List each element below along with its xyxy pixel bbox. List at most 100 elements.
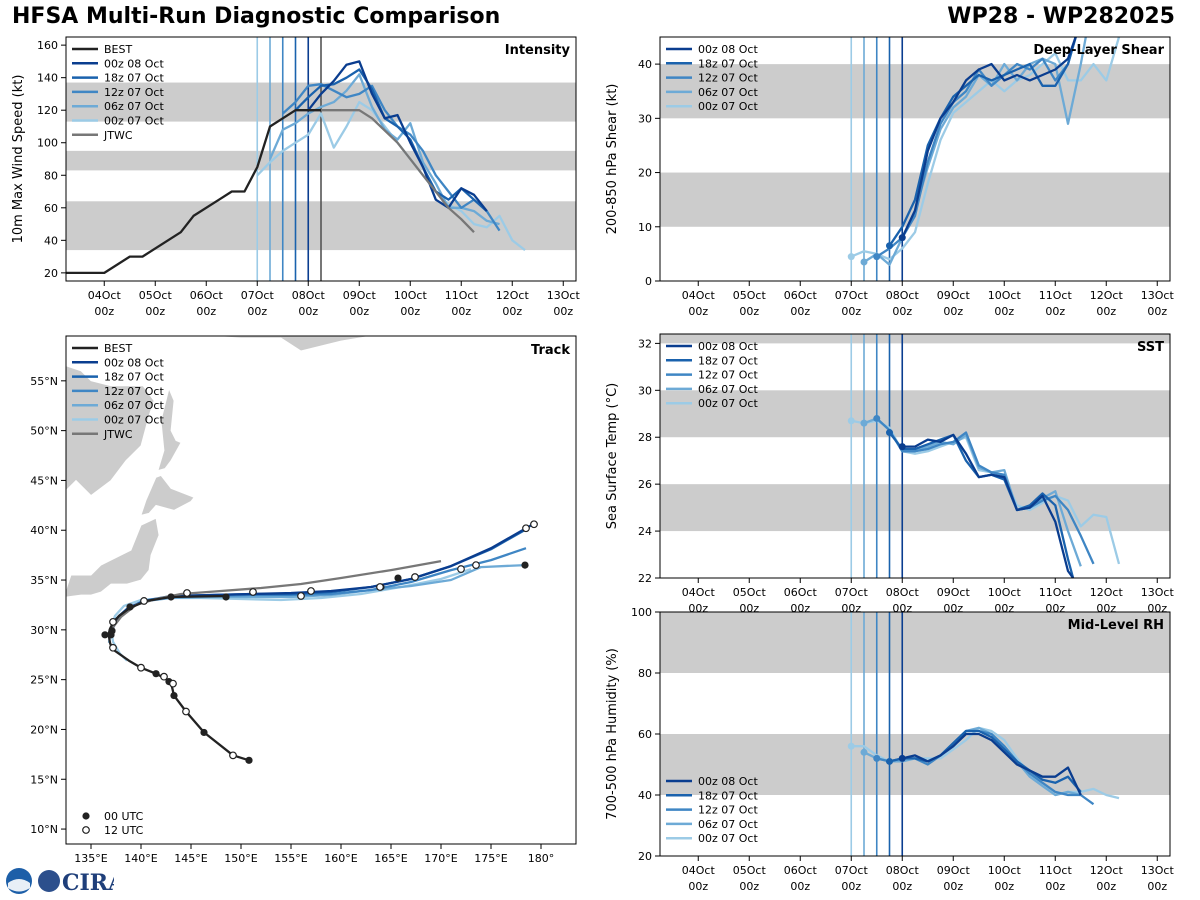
rh-chart: 20 40 60 80 100 04Oct 00z 05Oct 00z 06Oct 00z 07Oct… bbox=[605, 606, 1175, 893]
y-tick-label: 20°N bbox=[30, 723, 58, 736]
x-tick-label: 09Oct bbox=[937, 289, 971, 302]
shaded-band bbox=[660, 484, 1170, 532]
x-tick-sublabel: 00z bbox=[841, 880, 861, 893]
series-line bbox=[876, 417, 1095, 565]
series-line bbox=[901, 36, 1077, 239]
x-tick-sublabel: 00z bbox=[892, 305, 912, 318]
series-start-marker bbox=[860, 748, 868, 756]
x-tick-sublabel: 00z bbox=[994, 880, 1014, 893]
legend-label: 12z 07 Oct bbox=[698, 72, 758, 85]
x-tick-label: 11Oct bbox=[1039, 586, 1073, 599]
x-tick-label: 08Oct bbox=[886, 586, 920, 599]
marker-00utc bbox=[394, 574, 402, 582]
land-honshu bbox=[65, 517, 160, 598]
legend-label: 00z 07 Oct bbox=[104, 115, 164, 128]
x-tick-label: 11Oct bbox=[1039, 289, 1073, 302]
legend-label: 00z 07 Oct bbox=[698, 832, 758, 845]
legend-label: 00z 08 Oct bbox=[104, 356, 164, 369]
y-tick-label: 60 bbox=[638, 728, 652, 741]
legend-label: JTWC bbox=[103, 428, 133, 441]
x-tick-label: 10Oct bbox=[988, 289, 1022, 302]
x-tick-label: 06Oct bbox=[784, 289, 818, 302]
x-tick-sublabel: 00z bbox=[841, 305, 861, 318]
y-tick-label: 100 bbox=[631, 606, 652, 619]
marker-00utc bbox=[167, 593, 175, 601]
x-tick-label: 150°E bbox=[224, 852, 257, 865]
series-start-marker bbox=[886, 242, 893, 250]
legend-label: 00z 08 Oct bbox=[104, 57, 164, 70]
y-tick-label: 80 bbox=[638, 667, 652, 680]
plot-frame bbox=[659, 36, 1171, 282]
series-start-marker bbox=[847, 253, 855, 261]
legend-label: 00z 08 Oct bbox=[698, 775, 758, 788]
x-tick-sublabel: 00z bbox=[1147, 305, 1167, 318]
legend-label: 00z 07 Oct bbox=[698, 100, 758, 113]
x-tick-sublabel: 00z bbox=[688, 305, 708, 318]
series-start-marker bbox=[847, 742, 855, 750]
land-hokkaido bbox=[140, 475, 195, 516]
globe-icon bbox=[38, 870, 60, 892]
x-tick-label: 12Oct bbox=[1090, 289, 1124, 302]
track-map: 135°E 140°E 145°E 150°E 155°E 160°E 165°E 170°E… bbox=[30, 335, 577, 865]
page-title: HFSA Multi-Run Diagnostic Comparison bbox=[12, 4, 501, 29]
x-tick-label: 04Oct bbox=[88, 289, 122, 302]
y-axis-label: 10m Max Wind Speed (kt) bbox=[11, 75, 26, 244]
y-tick-label: 30°N bbox=[30, 624, 58, 637]
y-tick-label: 80 bbox=[44, 169, 58, 182]
legend-label: 12z 07 Oct bbox=[104, 385, 164, 398]
y-tick-label: 140 bbox=[37, 72, 58, 85]
y-tick-label: 60 bbox=[44, 202, 58, 215]
x-tick-label: 13Oct bbox=[1141, 864, 1175, 877]
legend-label: 12z 07 Oct bbox=[698, 369, 758, 382]
x-tick-label: 180° bbox=[528, 852, 555, 865]
track-line bbox=[109, 568, 472, 662]
marker-12utc bbox=[160, 672, 168, 681]
y-tick-label: 50°N bbox=[30, 425, 58, 438]
y-tick-label: 20 bbox=[44, 267, 58, 280]
x-tick-sublabel: 00z bbox=[1045, 305, 1065, 318]
marker-00utc bbox=[245, 756, 253, 764]
legend-label: 06z 07 Oct bbox=[698, 818, 758, 831]
x-tick-label: 13Oct bbox=[1141, 586, 1175, 599]
plot-frame bbox=[659, 333, 1171, 579]
marker-12utc bbox=[376, 583, 384, 591]
y-tick-label: 10°N bbox=[30, 823, 58, 836]
marker-12utc bbox=[472, 561, 480, 569]
x-tick-label: 175°E bbox=[474, 852, 507, 865]
x-tick-label: 06Oct bbox=[784, 864, 818, 877]
y-tick-label: 40 bbox=[638, 58, 652, 71]
legend-marker-12utc bbox=[82, 826, 90, 834]
marker-12utc bbox=[109, 643, 117, 652]
x-tick-label: 165°E bbox=[374, 852, 407, 865]
marker-00utc bbox=[521, 561, 529, 569]
series-line bbox=[889, 729, 1082, 793]
land-sakhalin bbox=[157, 387, 182, 472]
y-tick-label: 35°N bbox=[30, 574, 58, 587]
x-tick-sublabel: 00z bbox=[739, 305, 759, 318]
x-tick-sublabel: 00z bbox=[994, 305, 1014, 318]
x-tick-label: 05Oct bbox=[733, 289, 767, 302]
x-tick-label: 04Oct bbox=[682, 864, 716, 877]
x-tick-label: 160°E bbox=[324, 852, 357, 865]
y-tick-label: 20 bbox=[638, 850, 652, 863]
y-tick-label: 30 bbox=[638, 384, 652, 397]
series-line bbox=[294, 68, 488, 212]
logo-text: CIRA bbox=[62, 870, 114, 896]
panel-title: Intensity bbox=[505, 43, 571, 58]
series-start-marker bbox=[873, 754, 881, 762]
marker-12utc bbox=[522, 524, 530, 533]
panel-title: Mid-Level RH bbox=[1068, 618, 1164, 633]
track-line bbox=[108, 527, 529, 633]
marker-00utc bbox=[101, 631, 109, 639]
y-tick-label: 120 bbox=[37, 104, 58, 117]
y-tick-label: 25°N bbox=[30, 674, 58, 687]
y-axis-label: Sea Surface Temp (°C) bbox=[605, 383, 620, 530]
legend-label: 18z 07 Oct bbox=[104, 72, 164, 85]
x-tick-label: 06Oct bbox=[190, 289, 224, 302]
sst-chart: 22242628303204Oct00z05Oct00z06Oct00z07Oc… bbox=[605, 333, 1175, 615]
x-tick-sublabel: 00z bbox=[1096, 880, 1116, 893]
x-tick-label: 05Oct bbox=[139, 289, 173, 302]
series-start-marker bbox=[860, 419, 868, 427]
x-tick-label: 13Oct bbox=[547, 289, 581, 302]
legend-label: 12 UTC bbox=[104, 824, 144, 837]
